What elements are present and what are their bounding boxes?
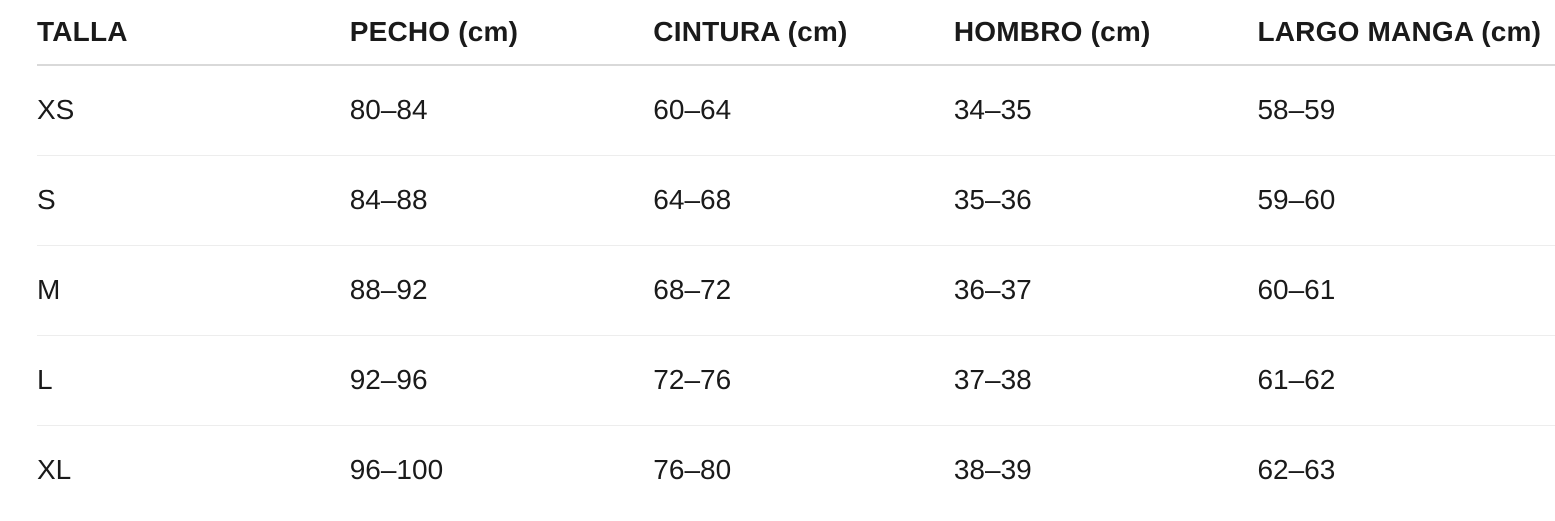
measurement-cell: 34–35: [953, 65, 1258, 156]
measurement-cell: 92–96: [349, 335, 654, 426]
column-header-talla: TALLA: [37, 0, 350, 66]
measurement-cell: 37–38: [953, 335, 1258, 426]
column-header-pecho: PECHO (cm): [349, 0, 654, 66]
measurement-cell: 96–100: [349, 454, 444, 486]
column-header-largo-manga: LARGO MANGA (cm): [1257, 0, 1555, 66]
header-row: TALLA PECHO (cm) CINTURA (cm) HOMBRO (cm…: [37, 0, 1555, 66]
measurement-cell: 80–84: [349, 65, 654, 156]
measurement-cell: 84–88: [349, 155, 654, 246]
measurement-cell: 38–39: [953, 454, 1032, 486]
size-label: XS: [37, 65, 350, 156]
measurement-cell: 88–92: [349, 245, 654, 336]
measurement-cell: 58–59: [1257, 65, 1555, 156]
size-label: M: [37, 245, 350, 336]
measurement-cell: 60–64: [653, 65, 954, 156]
measurement-cell: 72–76: [653, 335, 954, 426]
column-header-cintura: CINTURA (cm): [653, 0, 954, 66]
measurement-cell: 61–62: [1257, 335, 1555, 426]
measurement-cell: 62–63: [1257, 454, 1336, 486]
table-body: XS 80–84 60–64 34–35 58–59 S 84–88 64–68…: [37, 65, 1555, 515]
size-chart-table: TALLA PECHO (cm) CINTURA (cm) HOMBRO (cm…: [37, 0, 1555, 515]
measurement-cell: 76–80: [653, 454, 732, 486]
column-header-hombro: HOMBRO (cm): [953, 0, 1258, 66]
size-label: XL: [37, 454, 72, 486]
size-label: L: [37, 335, 350, 426]
measurement-cell: 60–61: [1257, 245, 1555, 336]
measurement-cell: 59–60: [1257, 155, 1555, 246]
table-row-xl: XL 96–100 76–80 38–39 62–63: [37, 425, 1555, 515]
table-row-s: S 84–88 64–68 35–36 59–60: [37, 155, 1555, 246]
measurement-cell: 35–36: [953, 155, 1258, 246]
measurement-cell: 64–68: [653, 155, 954, 246]
table-row-xs: XS 80–84 60–64 34–35 58–59: [37, 65, 1555, 156]
measurement-cell: 36–37: [953, 245, 1258, 336]
table-row-l: L 92–96 72–76 37–38 61–62: [37, 335, 1555, 426]
table-row-m: M 88–92 68–72 36–37 60–61: [37, 245, 1555, 336]
measurement-cell: 68–72: [653, 245, 954, 336]
table-header: TALLA PECHO (cm) CINTURA (cm) HOMBRO (cm…: [37, 0, 1555, 66]
size-label: S: [37, 155, 350, 246]
